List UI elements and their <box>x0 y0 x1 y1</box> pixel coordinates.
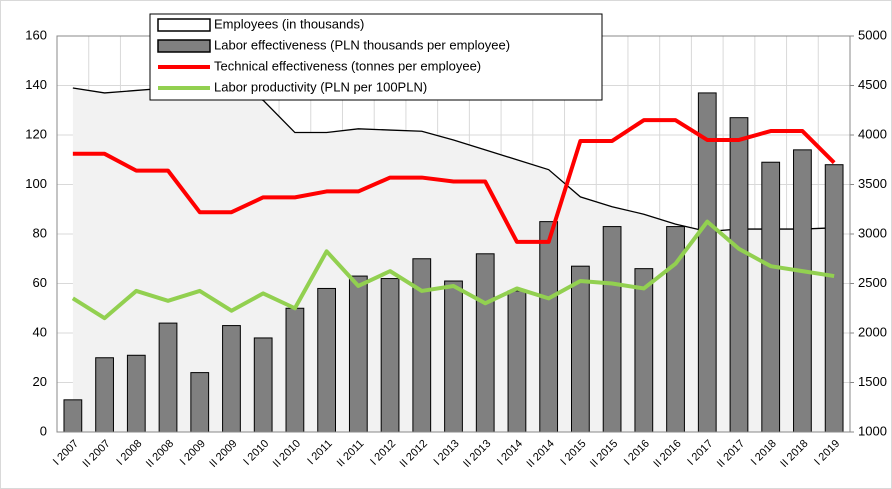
bar <box>602 226 622 433</box>
y-tick-label: 140 <box>25 77 47 92</box>
bar <box>761 161 781 433</box>
line <box>71 219 835 321</box>
y2-tick-label: 3000 <box>858 225 887 240</box>
y2-tick-label: 5000 <box>858 27 887 42</box>
y-tick-label: 60 <box>33 275 47 290</box>
y2-tick-label: 1000 <box>858 423 887 438</box>
bar <box>95 357 114 433</box>
y2-tick-label: 2000 <box>858 324 887 339</box>
bar <box>222 325 241 433</box>
bar <box>348 275 368 433</box>
y-tick-label: 120 <box>25 126 47 141</box>
legend-label: Employees (in thousands) <box>214 16 364 31</box>
bar <box>158 322 178 433</box>
bar <box>253 337 273 433</box>
legend-label: Labor productivity (PLN per 100PLN) <box>214 79 427 94</box>
y-tick-label: 0 <box>40 423 47 438</box>
y-tick-label: 160 <box>25 27 47 42</box>
legend-swatch <box>157 18 211 32</box>
y-tick-label: 80 <box>33 225 47 240</box>
bar <box>539 221 559 433</box>
bar <box>444 280 463 433</box>
y2-tick-label: 4000 <box>858 126 887 141</box>
bar <box>697 92 717 433</box>
bar <box>793 149 812 433</box>
bar <box>507 290 527 433</box>
bar <box>570 265 590 433</box>
y2-tick-label: 4500 <box>858 77 887 92</box>
y2-tick-label: 1500 <box>858 374 887 389</box>
y-tick-label: 100 <box>25 176 47 191</box>
bar <box>190 372 210 433</box>
bar <box>317 287 337 433</box>
legend-label: Technical effectiveness (tonnes per empl… <box>214 58 481 73</box>
y2-tick-label: 3500 <box>858 176 887 191</box>
y-tick-label: 20 <box>33 374 47 389</box>
bar <box>380 278 400 433</box>
bar <box>729 117 749 433</box>
line <box>72 118 836 244</box>
bar <box>63 399 83 433</box>
y-tick-label: 40 <box>33 324 47 339</box>
bar <box>475 253 495 433</box>
bar <box>126 354 146 433</box>
bar <box>634 268 654 433</box>
bar <box>824 164 844 433</box>
y2-tick-label: 2500 <box>858 275 887 290</box>
legend-box <box>149 13 603 101</box>
legend-label: Labor effectiveness (PLN thousands per e… <box>214 37 510 52</box>
bar <box>285 307 305 433</box>
legend-swatch <box>157 39 211 53</box>
